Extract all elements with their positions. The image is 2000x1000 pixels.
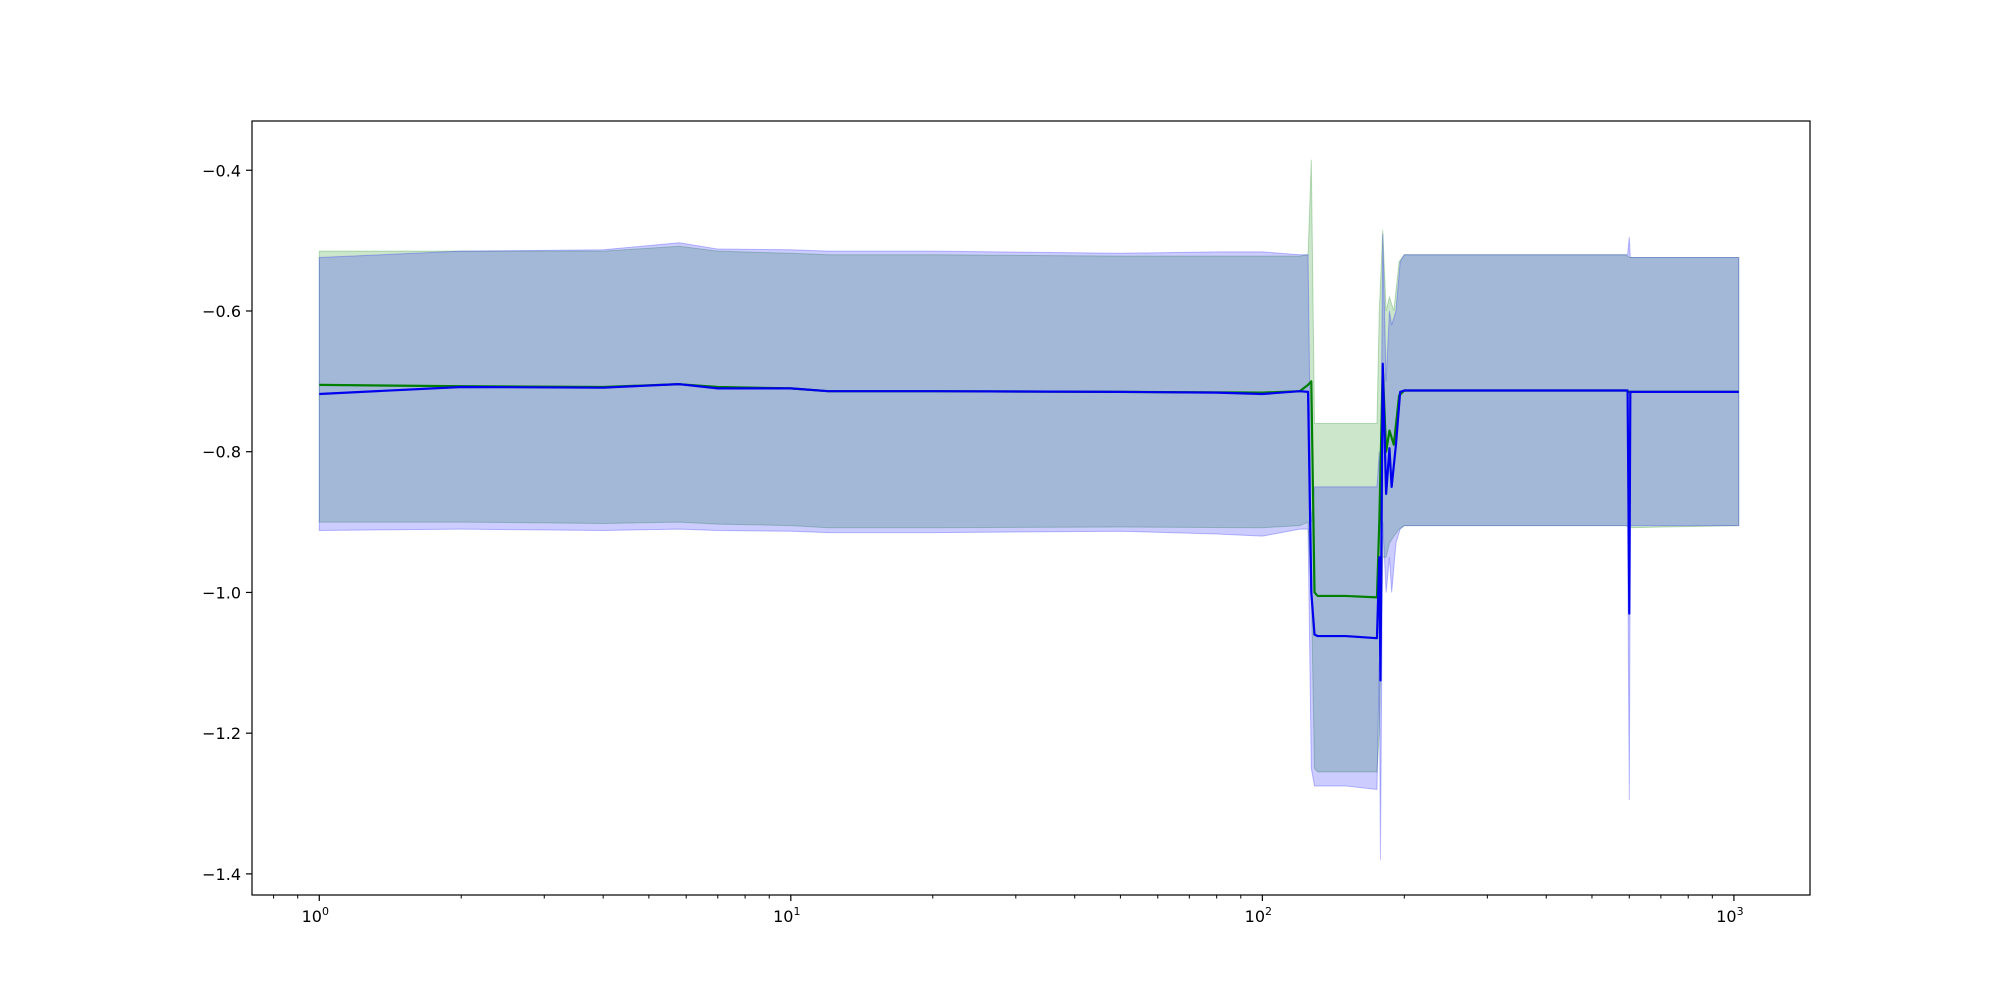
y-tick-label: −1.2	[202, 724, 241, 743]
y-tick-label: −0.4	[202, 161, 241, 180]
x-tick-label: 100	[302, 905, 329, 926]
x-tick-label: 103	[1716, 905, 1743, 926]
plot-frame	[251, 120, 1811, 896]
y-tick-label: −1.0	[202, 583, 241, 602]
y-tick-label: −0.6	[202, 302, 241, 321]
x-tick-label: 102	[1245, 905, 1272, 926]
series-2-line	[319, 362, 1739, 682]
x-axis: 100 101 102 103	[273, 895, 1744, 926]
y-axis: −0.4 −0.6 −0.8 −1.0 −1.2 −1.4	[202, 161, 252, 884]
confidence-bands	[318, 159, 1740, 860]
series-2-band	[318, 233, 1740, 860]
x-tick-label: 101	[773, 905, 800, 926]
series-lines	[319, 362, 1739, 682]
series-1-band	[318, 159, 1740, 773]
y-tick-label: −1.4	[202, 865, 241, 884]
y-tick-label: −0.8	[202, 443, 241, 462]
